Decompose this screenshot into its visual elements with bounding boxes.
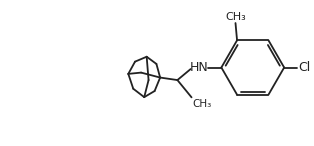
Text: CH₃: CH₃ [192, 99, 212, 109]
Text: CH₃: CH₃ [225, 12, 246, 22]
Text: HN: HN [190, 61, 209, 74]
Text: Cl: Cl [299, 61, 311, 74]
